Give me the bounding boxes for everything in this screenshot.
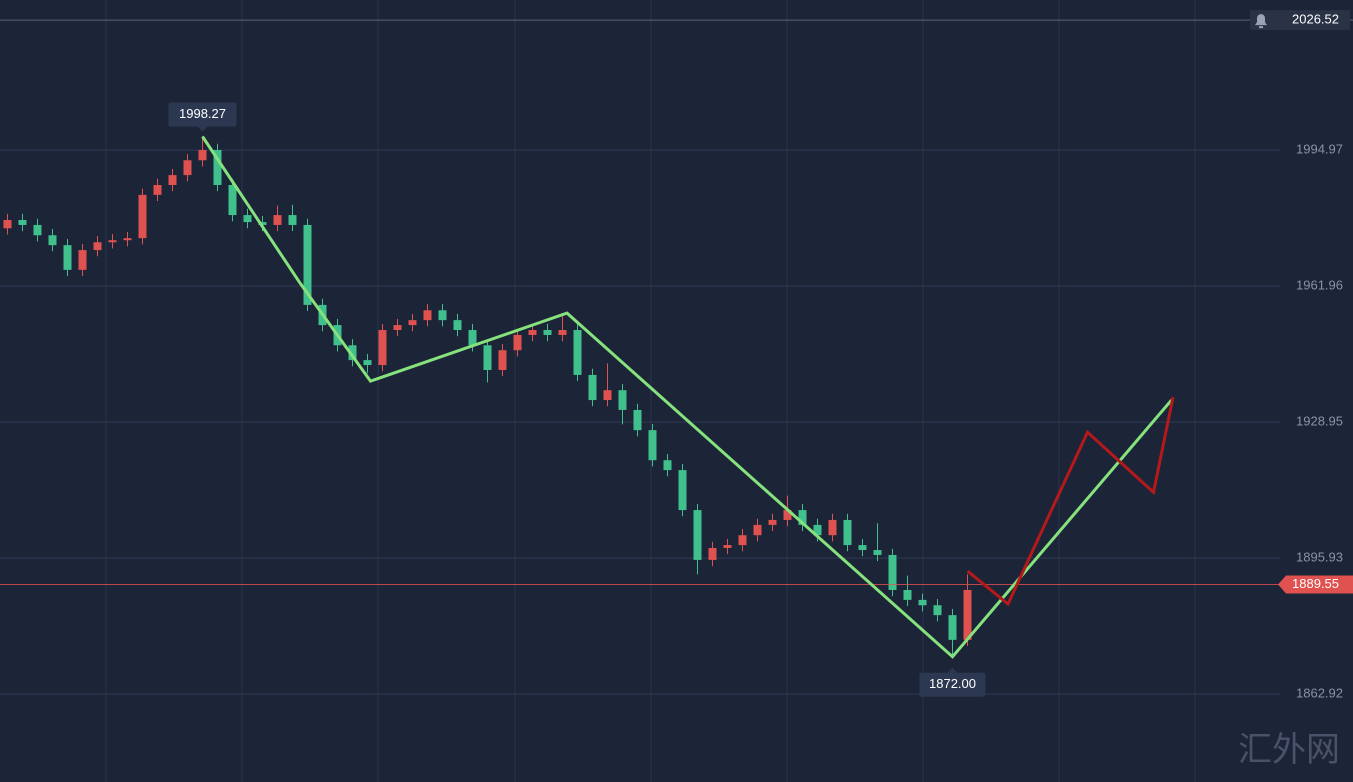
candle-body <box>513 334 522 351</box>
candle-body <box>423 310 432 321</box>
candle-body <box>153 184 162 195</box>
bell-icon <box>1255 14 1267 29</box>
peak-label-box <box>168 102 237 127</box>
candle-body <box>528 330 537 335</box>
candle-body <box>813 524 822 536</box>
candle-body <box>168 175 177 185</box>
candle-body <box>858 545 867 551</box>
current-price-tag <box>1278 575 1353 594</box>
candle-body <box>498 350 507 370</box>
y-tick-label: 1895.93 <box>1296 550 1343 565</box>
peak-label-pointer <box>197 126 208 132</box>
candle-body <box>678 470 687 511</box>
candle-body <box>288 215 297 225</box>
candle-body <box>783 510 792 520</box>
candle-body <box>543 330 552 335</box>
candle-body <box>558 330 567 335</box>
candle-body <box>603 390 612 401</box>
candle-body <box>483 345 492 370</box>
trough-label-box <box>919 672 986 697</box>
candle-body <box>108 240 117 243</box>
candle-body <box>63 245 72 270</box>
candle-body <box>903 590 912 600</box>
candle-body <box>738 535 747 546</box>
candle-body <box>843 519 852 546</box>
candle-body <box>588 374 597 401</box>
candle-body <box>693 510 702 560</box>
candle-body <box>198 149 207 161</box>
candle-body <box>393 325 402 331</box>
watermark: 汇外网 <box>1238 730 1340 770</box>
candle-body <box>438 310 447 321</box>
candle-body <box>48 235 57 246</box>
trough-label-pointer <box>947 667 958 673</box>
candle-body <box>918 599 927 606</box>
candle-body <box>963 590 972 640</box>
candle-body <box>798 510 807 525</box>
candle-body <box>888 554 897 591</box>
y-tick-label: 1928.95 <box>1296 414 1343 429</box>
candle-body <box>243 215 252 223</box>
candle-body <box>873 550 882 555</box>
candle-body <box>723 545 732 548</box>
top-price-box <box>1250 10 1350 31</box>
wave-line <box>201 135 1173 659</box>
candle-body <box>138 194 147 239</box>
candle-body <box>78 250 87 270</box>
peak-label: 1998.27 <box>179 106 226 121</box>
candle-body <box>18 220 27 225</box>
vertical-grid <box>105 0 1196 782</box>
candle-body <box>708 547 717 560</box>
candle-body <box>273 215 282 225</box>
y-tick-label: 1862.92 <box>1296 686 1343 701</box>
candle-body <box>948 615 957 640</box>
candle-body <box>573 330 582 375</box>
candle-body <box>228 184 237 216</box>
candle-body <box>363 360 372 366</box>
candle-body <box>618 390 627 410</box>
candle-body <box>408 320 417 326</box>
candle-body <box>633 409 642 431</box>
candle-body <box>3 220 12 229</box>
candle-body <box>663 460 672 471</box>
candle-body <box>213 149 222 185</box>
candle-body <box>933 605 942 616</box>
candle-body <box>348 345 357 361</box>
y-tick-label: 1994.97 <box>1296 142 1343 157</box>
candle-body <box>303 224 312 305</box>
candle-body <box>768 519 777 525</box>
candle-body <box>753 524 762 536</box>
candle-body <box>378 330 387 366</box>
top-price-label: 2026.52 <box>1292 12 1339 27</box>
candle-body <box>828 519 837 536</box>
y-tick-label: 1961.96 <box>1296 278 1343 293</box>
wave-line <box>966 396 1175 607</box>
trough-label: 1872.00 <box>929 676 976 691</box>
candle-body <box>648 430 657 461</box>
candle-body <box>183 160 192 176</box>
candle-body <box>123 238 132 241</box>
candle-body <box>468 330 477 346</box>
current-price-label: 1889.55 <box>1292 576 1339 591</box>
candle-body <box>93 242 102 251</box>
candle-body <box>453 320 462 331</box>
candle-body <box>258 222 267 225</box>
candle-body <box>33 224 42 236</box>
